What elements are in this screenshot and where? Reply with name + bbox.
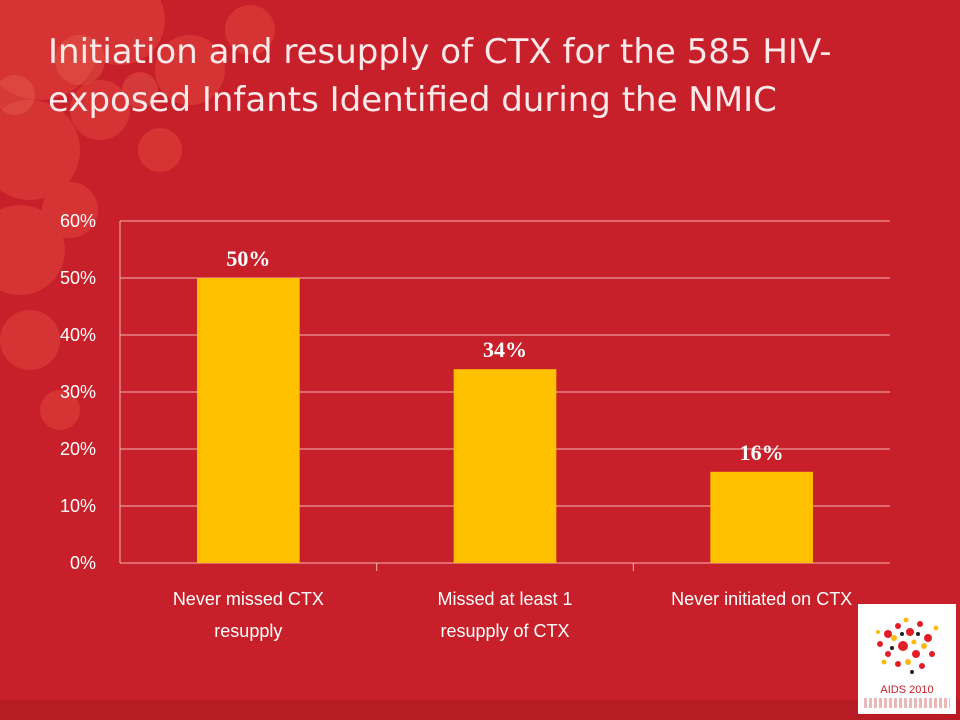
- y-tick-label: 20%: [60, 439, 96, 459]
- aids-2010-logo: AIDS 2010: [858, 604, 956, 714]
- y-tick-labels: 0% 10% 20% 30% 40% 50% 60%: [60, 211, 96, 573]
- data-label: 16%: [740, 440, 784, 465]
- data-labels: 50% 34% 16%: [226, 246, 783, 465]
- x-tick-label: Never missed CTX resupply: [173, 589, 324, 641]
- y-tick-label: 30%: [60, 382, 96, 402]
- logo-subtext: [864, 698, 950, 708]
- y-tick-label: 60%: [60, 211, 96, 231]
- logo-graphic: [876, 617, 939, 674]
- data-label: 34%: [483, 337, 527, 362]
- logo-text: AIDS 2010: [880, 684, 934, 696]
- x-tick-label: Never initiated on CTX: [671, 589, 852, 609]
- bottom-band: [0, 700, 960, 720]
- y-tick-label: 10%: [60, 496, 96, 516]
- y-tick-label: 50%: [60, 268, 96, 288]
- x-tick-label: Missed at least 1 resupply of CTX: [437, 589, 572, 641]
- bar: [453, 369, 557, 563]
- bar: [197, 278, 300, 563]
- slide-title: Initiation and resupply of CTX for the 5…: [48, 32, 832, 120]
- bar: [710, 471, 813, 563]
- y-tick-label: 40%: [60, 325, 96, 345]
- bars: [197, 278, 813, 563]
- x-tick-labels: Never missed CTX resupply Missed at least …: [173, 589, 852, 641]
- y-tick-label: 0%: [70, 553, 96, 573]
- data-label: 50%: [226, 246, 270, 271]
